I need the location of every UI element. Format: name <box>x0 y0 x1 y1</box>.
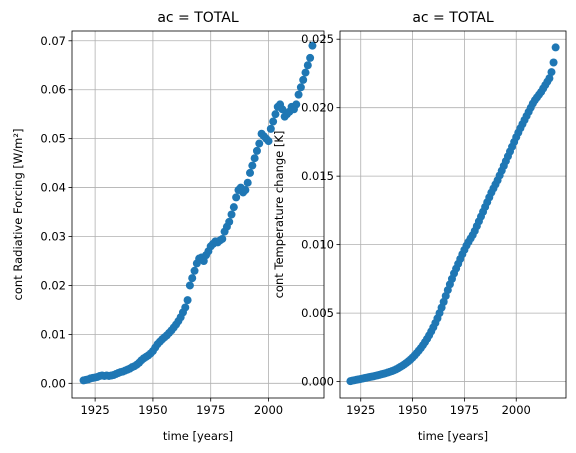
x-tick-label: 1975 <box>450 403 479 417</box>
data-point <box>308 41 317 50</box>
data-point <box>301 68 310 77</box>
data-point <box>255 139 264 148</box>
data-point <box>250 154 259 163</box>
y-tick-label: 0.04 <box>40 181 66 195</box>
data-point <box>181 303 190 312</box>
y-tick-label: 0.010 <box>301 238 334 252</box>
plot-frame <box>71 30 325 399</box>
x-axis-label: time [years] <box>418 429 488 443</box>
data-point <box>241 186 250 195</box>
y-tick-label: 0.05 <box>40 132 66 146</box>
data-point <box>183 296 192 305</box>
data-point <box>269 117 278 126</box>
data-point <box>306 53 315 62</box>
data-point <box>299 75 308 84</box>
data-point <box>227 210 236 219</box>
data-point <box>232 193 241 202</box>
y-tick-label: 0.025 <box>301 32 334 46</box>
y-tick-label: 0.015 <box>301 169 334 183</box>
data-point <box>225 217 234 226</box>
data-point <box>271 110 280 119</box>
y-tick-label: 0.020 <box>301 101 334 115</box>
data-point <box>549 58 558 67</box>
data-point <box>185 281 194 290</box>
x-tick-label: 1925 <box>80 403 109 417</box>
x-tick-label: 1925 <box>346 403 375 417</box>
plot-frame <box>339 30 567 399</box>
x-tick-label: 1950 <box>138 403 167 417</box>
data-point <box>545 74 554 83</box>
data-point <box>296 83 305 92</box>
y-tick-label: 0.02 <box>40 278 66 292</box>
x-tick-label: 1975 <box>196 403 225 417</box>
x-axis-label: time [years] <box>163 429 233 443</box>
data-point <box>252 146 261 155</box>
x-tick-label: 1950 <box>398 403 427 417</box>
data-point <box>218 234 227 243</box>
y-tick-label: 0.03 <box>40 230 66 244</box>
data-point <box>229 203 238 212</box>
chart-radiative-forcing: 1925 1950 1975 2000 0.00 0.01 0.02 0.03 0.04 0.05… <box>11 10 325 443</box>
data-point <box>188 274 197 283</box>
data-point <box>243 178 252 187</box>
data-point <box>264 137 273 146</box>
data-point <box>292 100 301 109</box>
data-point <box>190 266 199 275</box>
chart-title: ac = TOTAL <box>157 10 239 26</box>
data-point <box>551 43 560 52</box>
y-tick-label: 0.01 <box>40 327 66 341</box>
x-tick-label: 2000 <box>254 403 283 417</box>
data-point <box>248 161 257 170</box>
y-axis-label: cont Radiative Forcing [W/m²] <box>11 129 25 301</box>
data-point <box>303 61 312 70</box>
data-point <box>246 168 255 177</box>
chart-temperature-change: 1925 1950 1975 2000 0.000 0.005 0.010 0.015 0.02… <box>272 10 567 443</box>
data-point <box>266 124 275 133</box>
y-tick-label: 0.005 <box>301 306 334 320</box>
y-tick-label: 0.07 <box>40 34 66 48</box>
data-point <box>547 68 556 77</box>
chart-title: ac = TOTAL <box>412 10 494 26</box>
x-tick-label: 2000 <box>502 403 531 417</box>
y-axis-label: cont Temperature change [K] <box>272 131 286 299</box>
y-tick-label: 0.00 <box>40 376 66 390</box>
y-tick-label: 0.000 <box>301 375 334 389</box>
y-tick-label: 0.06 <box>40 83 66 97</box>
data-point <box>294 90 303 99</box>
